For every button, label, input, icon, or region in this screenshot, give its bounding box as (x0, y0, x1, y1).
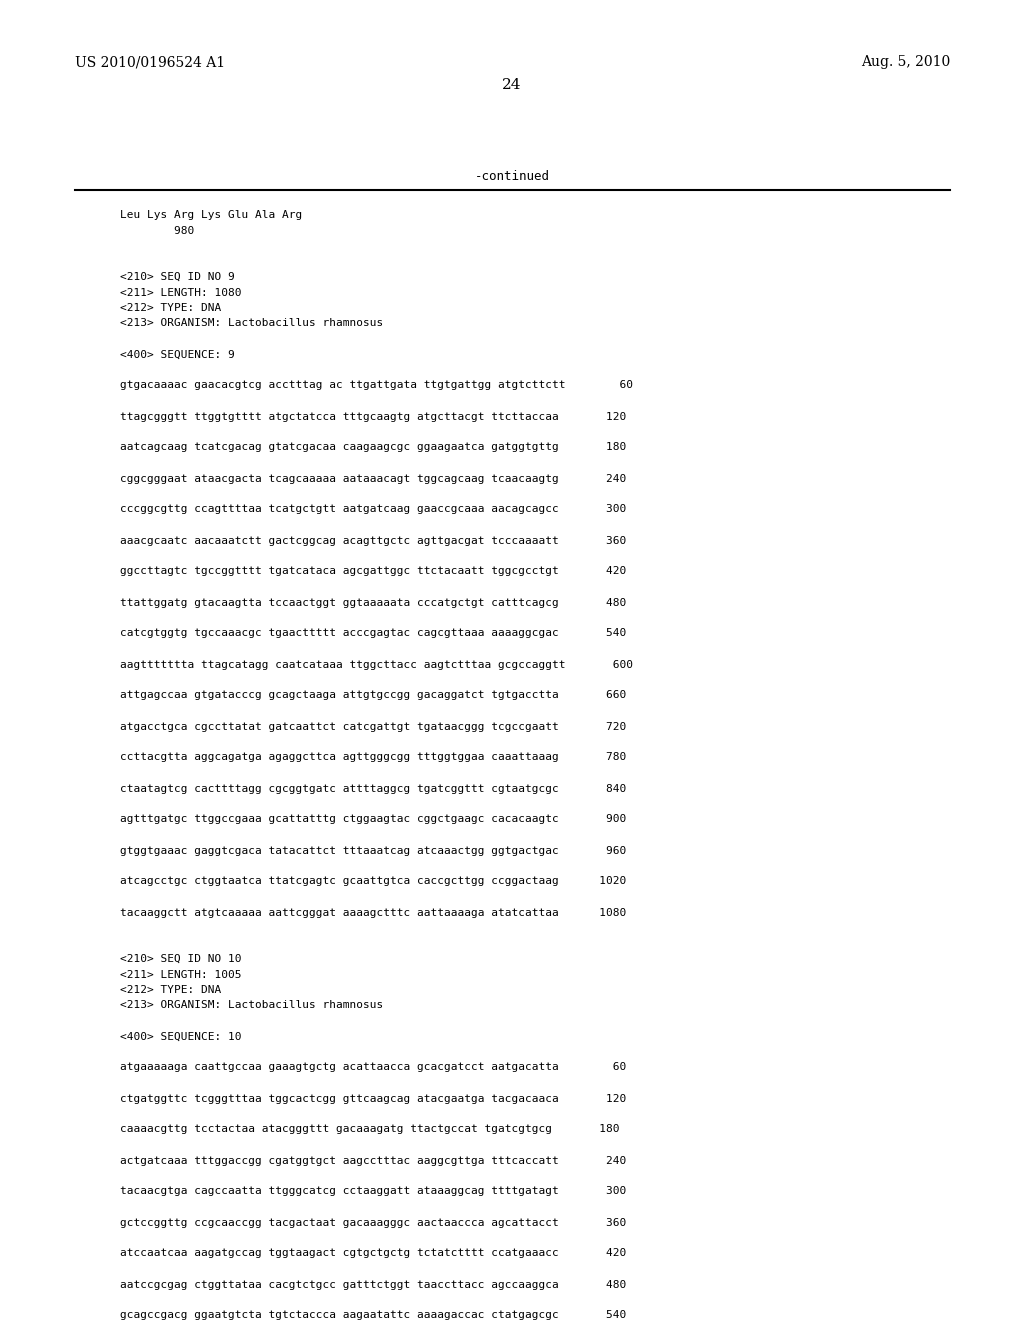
Text: Leu Lys Arg Lys Glu Ala Arg: Leu Lys Arg Lys Glu Ala Arg (120, 210, 302, 220)
Text: agtttgatgc ttggccgaaa gcattatttg ctggaagtac cggctgaagc cacacaagtc       900: agtttgatgc ttggccgaaa gcattatttg ctggaag… (120, 814, 627, 825)
Text: <212> TYPE: DNA: <212> TYPE: DNA (120, 304, 221, 313)
Text: <213> ORGANISM: Lactobacillus rhamnosus: <213> ORGANISM: Lactobacillus rhamnosus (120, 1001, 383, 1011)
Text: Aug. 5, 2010: Aug. 5, 2010 (861, 55, 950, 69)
Text: tacaacgtga cagccaatta ttgggcatcg cctaaggatt ataaaggcag ttttgatagt       300: tacaacgtga cagccaatta ttgggcatcg cctaagg… (120, 1187, 627, 1196)
Text: gtgacaaaac gaacacgtcg acctttag ac ttgattgata ttgtgattgg atgtcttctt        60: gtgacaaaac gaacacgtcg acctttag ac ttgatt… (120, 380, 633, 391)
Text: ctgatggttc tcgggtttaa tggcactcgg gttcaagcag atacgaatga tacgacaaca       120: ctgatggttc tcgggtttaa tggcactcgg gttcaag… (120, 1093, 627, 1104)
Text: atgaaaaaga caattgccaa gaaagtgctg acattaacca gcacgatcct aatgacatta        60: atgaaaaaga caattgccaa gaaagtgctg acattaa… (120, 1063, 627, 1072)
Text: atgacctgca cgccttatat gatcaattct catcgattgt tgataacggg tcgccgaatt       720: atgacctgca cgccttatat gatcaattct catcgat… (120, 722, 627, 731)
Text: <210> SEQ ID NO 9: <210> SEQ ID NO 9 (120, 272, 234, 282)
Text: -continued: -continued (474, 170, 550, 183)
Text: actgatcaaa tttggaccgg cgatggtgct aagcctttac aaggcgttga tttcaccatt       240: actgatcaaa tttggaccgg cgatggtgct aagcctt… (120, 1155, 627, 1166)
Text: cggcgggaat ataacgacta tcagcaaaaa aataaacagt tggcagcaag tcaacaagtg       240: cggcgggaat ataacgacta tcagcaaaaa aataaac… (120, 474, 627, 483)
Text: catcgtggtg tgccaaacgc tgaacttttt acccgagtac cagcgttaaa aaaaggcgac       540: catcgtggtg tgccaaacgc tgaacttttt acccgag… (120, 628, 627, 639)
Text: ctaatagtcg cacttttagg cgcggtgatc attttaggcg tgatcggttt cgtaatgcgc       840: ctaatagtcg cacttttagg cgcggtgatc attttag… (120, 784, 627, 793)
Text: 980: 980 (120, 226, 195, 235)
Text: US 2010/0196524 A1: US 2010/0196524 A1 (75, 55, 225, 69)
Text: ttagcgggtt ttggtgtttt atgctatcca tttgcaagtg atgcttacgt ttcttaccaa       120: ttagcgggtt ttggtgtttt atgctatcca tttgcaa… (120, 412, 627, 421)
Text: ggccttagtc tgccggtttt tgatcataca agcgattggc ttctacaatt tggcgcctgt       420: ggccttagtc tgccggtttt tgatcataca agcgatt… (120, 566, 627, 577)
Text: 24: 24 (502, 78, 522, 92)
Text: atcagcctgc ctggtaatca ttatcgagtc gcaattgtca caccgcttgg ccggactaag      1020: atcagcctgc ctggtaatca ttatcgagtc gcaattg… (120, 876, 627, 887)
Text: gtggtgaaac gaggtcgaca tatacattct tttaaatcag atcaaactgg ggtgactgac       960: gtggtgaaac gaggtcgaca tatacattct tttaaat… (120, 846, 627, 855)
Text: <213> ORGANISM: Lactobacillus rhamnosus: <213> ORGANISM: Lactobacillus rhamnosus (120, 318, 383, 329)
Text: tacaaggctt atgtcaaaaa aattcgggat aaaagctttc aattaaaaga atatcattaa      1080: tacaaggctt atgtcaaaaa aattcgggat aaaagct… (120, 908, 627, 917)
Text: <211> LENGTH: 1005: <211> LENGTH: 1005 (120, 969, 242, 979)
Text: caaaacgttg tcctactaa atacgggttt gacaaagatg ttactgccat tgatcgtgcg       180: caaaacgttg tcctactaa atacgggttt gacaaaga… (120, 1125, 620, 1134)
Text: <400> SEQUENCE: 9: <400> SEQUENCE: 9 (120, 350, 234, 359)
Text: ccttacgtta aggcagatga agaggcttca agttgggcgg tttggtggaa caaattaaag       780: ccttacgtta aggcagatga agaggcttca agttggg… (120, 752, 627, 763)
Text: atccaatcaa aagatgccag tggtaagact cgtgctgctg tctatctttt ccatgaaacc       420: atccaatcaa aagatgccag tggtaagact cgtgctg… (120, 1249, 627, 1258)
Text: ttattggatg gtacaagtta tccaactggt ggtaaaaata cccatgctgt catttcagcg       480: ttattggatg gtacaagtta tccaactggt ggtaaaa… (120, 598, 627, 607)
Text: aatccgcgag ctggttataa cacgtctgcc gatttctggt taaccttacc agccaaggca       480: aatccgcgag ctggttataa cacgtctgcc gatttct… (120, 1279, 627, 1290)
Text: attgagccaa gtgatacccg gcagctaaga attgtgccgg gacaggatct tgtgacctta       660: attgagccaa gtgatacccg gcagctaaga attgtgc… (120, 690, 627, 701)
Text: <212> TYPE: DNA: <212> TYPE: DNA (120, 985, 221, 995)
Text: <211> LENGTH: 1080: <211> LENGTH: 1080 (120, 288, 242, 297)
Text: <210> SEQ ID NO 10: <210> SEQ ID NO 10 (120, 954, 242, 964)
Text: gctccggttg ccgcaaccgg tacgactaat gacaaagggc aactaaccca agcattacct       360: gctccggttg ccgcaaccgg tacgactaat gacaaag… (120, 1217, 627, 1228)
Text: aaacgcaatc aacaaatctt gactcggcag acagttgctc agttgacgat tcccaaaatt       360: aaacgcaatc aacaaatctt gactcggcag acagttg… (120, 536, 627, 545)
Text: <400> SEQUENCE: 10: <400> SEQUENCE: 10 (120, 1031, 242, 1041)
Text: aagttttttta ttagcatagg caatcataaa ttggcttacc aagtctttaa gcgccaggtt       600: aagttttttta ttagcatagg caatcataaa ttggct… (120, 660, 633, 669)
Text: aatcagcaag tcatcgacag gtatcgacaa caagaagcgc ggaagaatca gatggtgttg       180: aatcagcaag tcatcgacag gtatcgacaa caagaag… (120, 442, 627, 453)
Text: gcagccgacg ggaatgtcta tgtctaccca aagaatattc aaaagaccac ctatgagcgc       540: gcagccgacg ggaatgtcta tgtctaccca aagaata… (120, 1311, 627, 1320)
Text: cccggcgttg ccagttttaa tcatgctgtt aatgatcaag gaaccgcaaa aacagcagcc       300: cccggcgttg ccagttttaa tcatgctgtt aatgatc… (120, 504, 627, 515)
